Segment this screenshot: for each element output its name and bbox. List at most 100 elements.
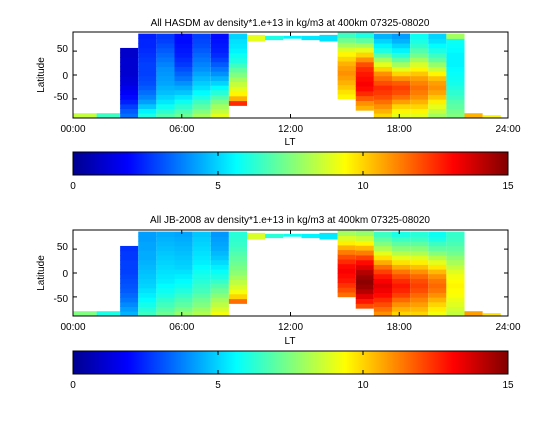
jb2008-cell [319, 232, 338, 240]
hasdm-cell [446, 80, 465, 86]
hasdm-cell [228, 90, 247, 97]
jb2008-cell [355, 240, 374, 246]
hasdm-cell [446, 103, 465, 109]
hasdm-cell [96, 113, 121, 118]
jb2008-cell [446, 278, 465, 284]
jb2008-cell [138, 236, 157, 242]
jb2008-cell [210, 273, 229, 279]
hasdm-cell [392, 42, 411, 49]
hasdm-cell [337, 32, 356, 38]
hasdm-cell [138, 108, 157, 114]
hasdm-cell [410, 47, 429, 53]
hasdm-cell [120, 75, 139, 82]
jb2008-cell [138, 301, 157, 307]
jb2008-y-tick-0: 50 [57, 242, 69, 253]
jb2008-cell [410, 250, 429, 256]
hasdm-cell [392, 38, 411, 44]
hasdm-cell [210, 38, 229, 44]
jb2008-x-tick-4: 24:00 [495, 322, 520, 333]
jb2008-cell [210, 282, 229, 289]
hasdm-cell [337, 46, 356, 53]
jb2008-cell [228, 293, 247, 300]
jb2008-cell [392, 301, 411, 307]
jb2008-cell [228, 231, 247, 237]
hasdm-cell [174, 94, 193, 100]
jb2008-cell [337, 268, 356, 274]
hasdm-cell [156, 89, 175, 95]
hasdm-cell [120, 52, 139, 58]
jb2008-cell [138, 245, 157, 251]
hasdm-cell [410, 66, 429, 72]
jb2008-cell [392, 236, 411, 242]
jb2008-cell [174, 292, 193, 298]
hasdm-cell [120, 94, 139, 100]
jb2008-cell [355, 279, 374, 285]
hasdm-cell [373, 113, 392, 119]
jb2008-cell [410, 245, 429, 251]
hasdm-cell [337, 84, 356, 90]
hasdm-cell [174, 84, 193, 91]
jb2008-cell [228, 241, 247, 247]
hasdm-cell [373, 33, 392, 39]
hasdm-cell [337, 56, 356, 62]
jb2008-cell [192, 250, 211, 256]
hasdm-cell [355, 100, 374, 106]
jb2008-cell [210, 297, 229, 303]
hasdm-cell [156, 52, 175, 58]
hasdm-cell [446, 113, 465, 119]
jb2008-x-tick-0: 00:00 [60, 322, 85, 333]
jb2008-cell [138, 311, 157, 317]
hasdm-cell [410, 75, 429, 81]
jb2008-cell [192, 273, 211, 279]
jb2008-cell [373, 311, 392, 317]
hasdm-cell [156, 42, 175, 49]
hasdm-cell [210, 84, 229, 91]
jb2008-cell [392, 306, 411, 312]
jb2008-cell [446, 264, 465, 270]
hasdm-cell [355, 81, 374, 87]
jb2008-cell [446, 301, 465, 307]
jb2008-cell [410, 268, 429, 275]
hasdm-cell [138, 66, 157, 72]
hasdm-cell [210, 108, 229, 114]
jb2008-cell [446, 292, 465, 298]
jb2008-cell [138, 268, 157, 275]
hasdm-cell [355, 95, 374, 101]
hasdm-colorbar [72, 151, 509, 176]
jb2008-cell [156, 259, 175, 265]
jb2008-cell [192, 311, 211, 317]
jb2008-cell [428, 259, 447, 265]
jb2008-cell [210, 287, 229, 293]
jb2008-cell [446, 282, 465, 289]
jb2008-cell [428, 287, 447, 293]
jb2008-cell [410, 240, 429, 247]
jb2008-cell [265, 233, 284, 239]
jb2008-cell [410, 236, 429, 242]
hasdm-cell [228, 100, 247, 106]
jb2008-cell [373, 282, 392, 289]
jb2008-cell [337, 249, 356, 255]
jb2008-cell [355, 283, 374, 290]
jb2008-cell [410, 264, 429, 270]
jb2008-cell [392, 292, 411, 298]
hasdm-cell [210, 99, 229, 105]
hasdm-cell [482, 115, 501, 118]
hasdm-cell [120, 66, 139, 72]
jb2008-cell [120, 273, 139, 280]
hasdm-cell [228, 52, 247, 59]
hasdm-cell [373, 42, 392, 49]
hasdm-cell [373, 75, 392, 81]
hasdm-cell [156, 38, 175, 44]
hasdm-cell [373, 84, 392, 91]
jb2008-y-tick-1: 0 [62, 269, 68, 280]
hasdm-cell [337, 70, 356, 76]
jb2008-cell [192, 245, 211, 251]
hasdm-cell [428, 108, 447, 114]
jb2008-cell [355, 269, 374, 275]
jb2008-cell [120, 278, 139, 284]
hasdm-cell [228, 95, 247, 102]
jb2008-cell [174, 264, 193, 270]
hasdm-colorbar-tick-2: 10 [357, 181, 369, 192]
hasdm-y-tick-2: -50 [54, 92, 69, 103]
hasdm-cell [156, 103, 175, 109]
